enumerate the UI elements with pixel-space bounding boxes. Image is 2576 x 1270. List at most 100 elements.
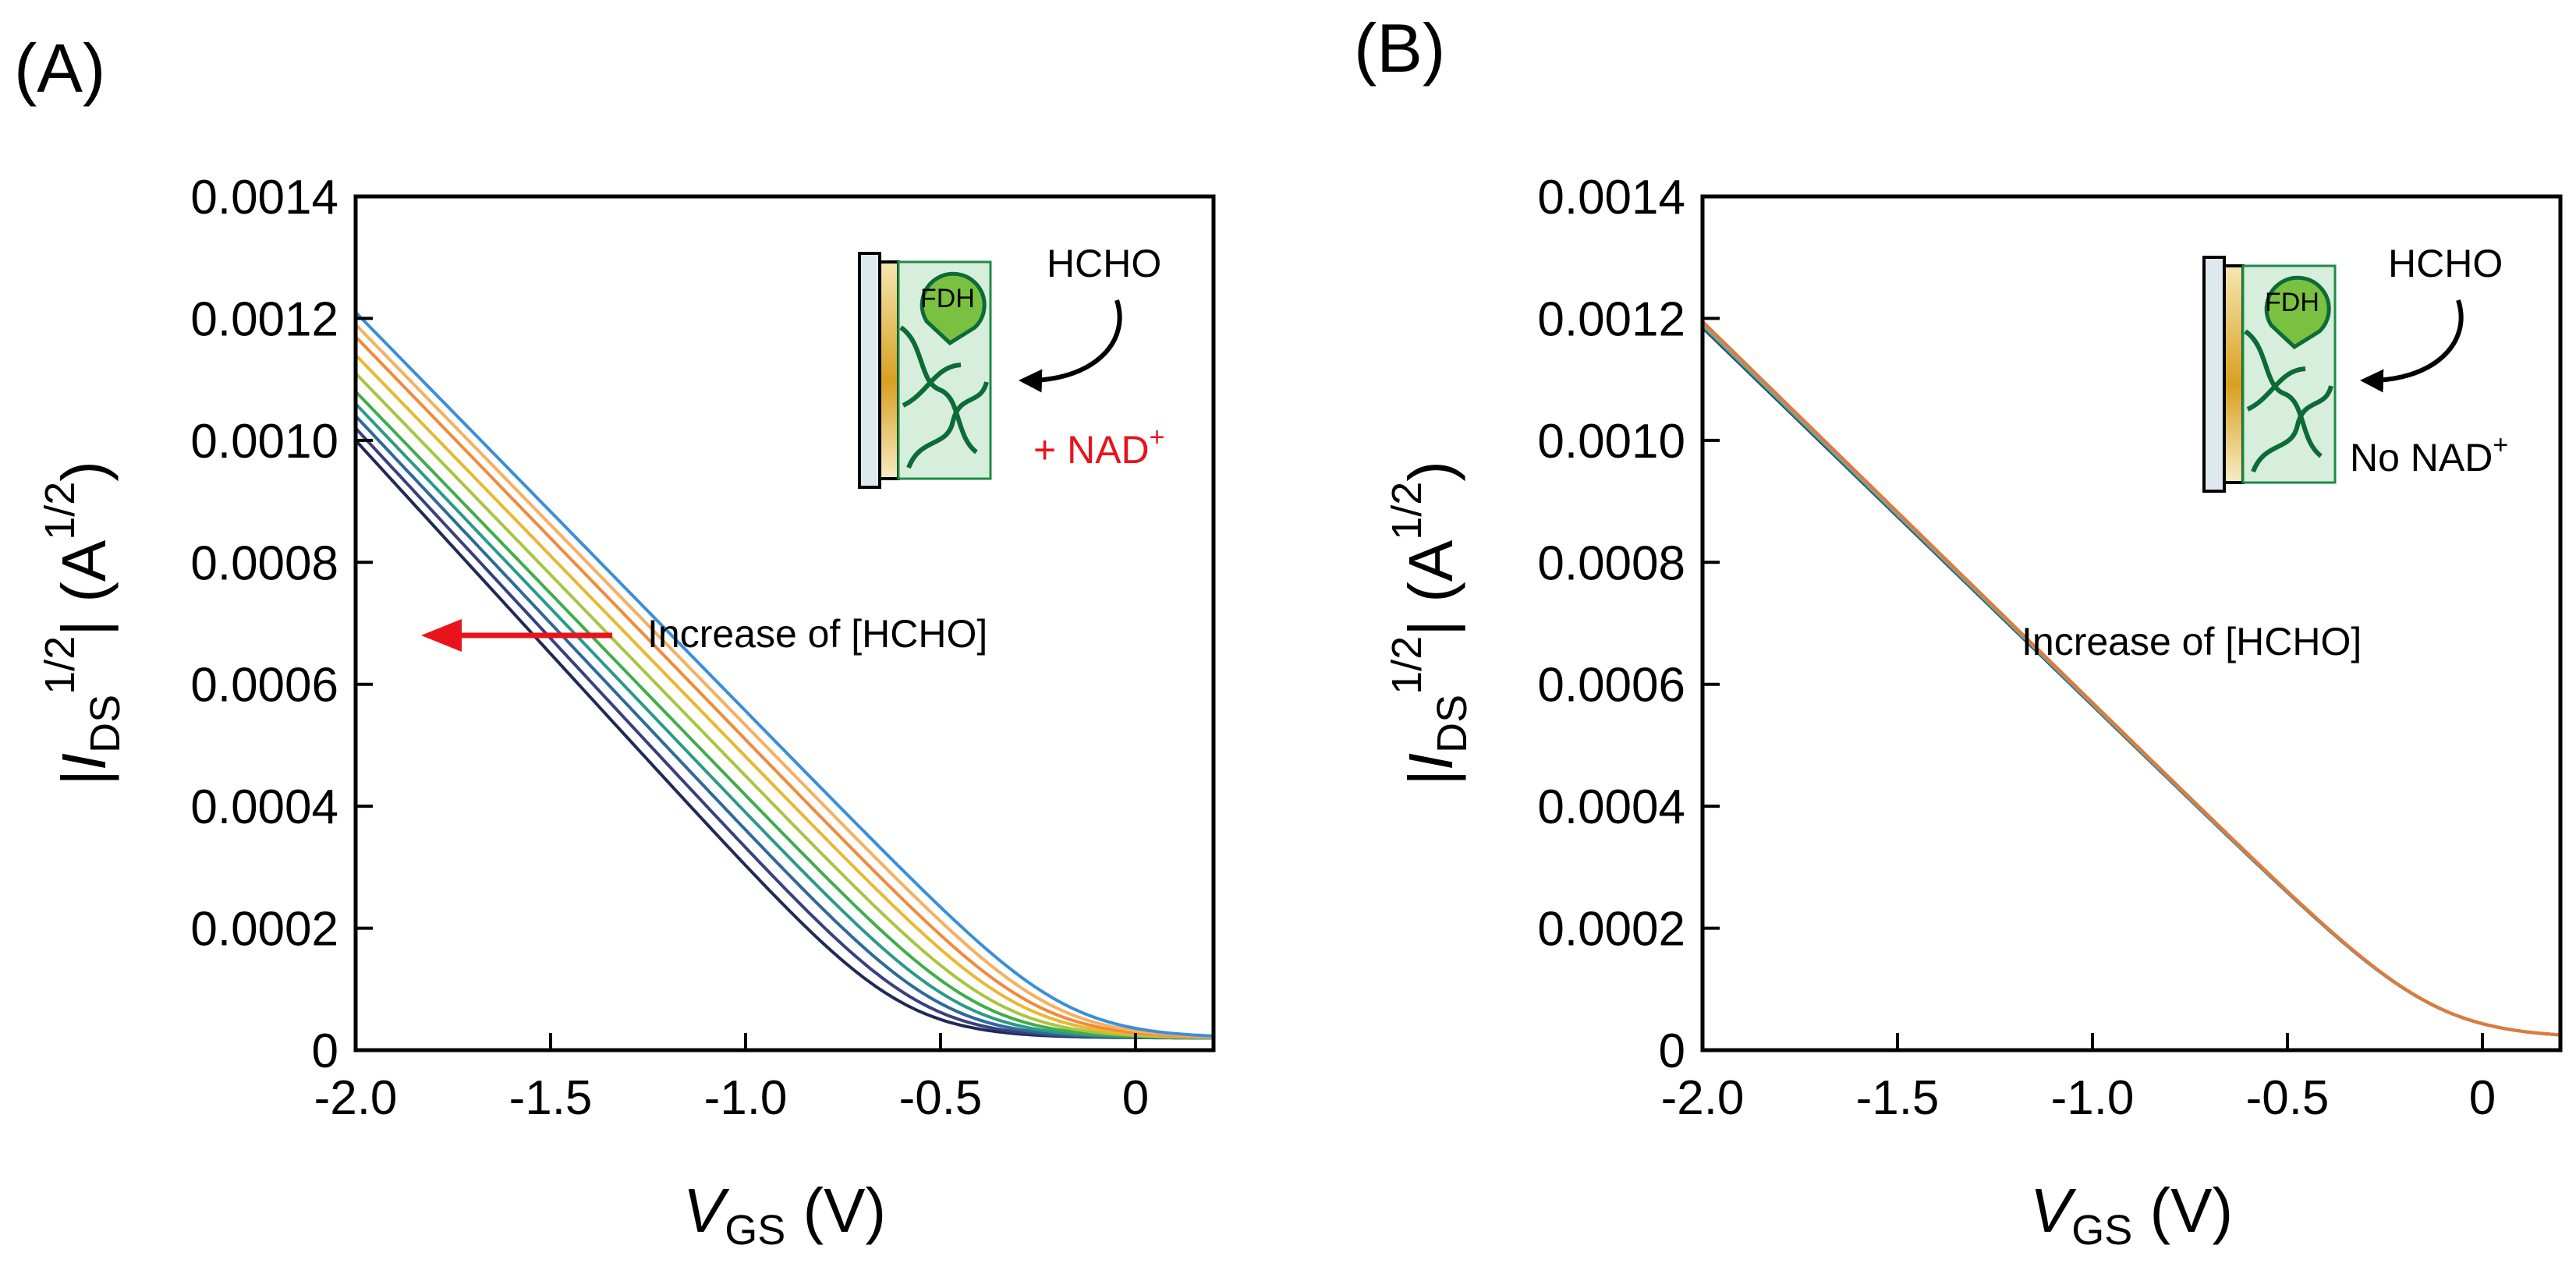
enzyme-label-a: FDH [920, 284, 975, 313]
analyte-label-a: HCHO [1047, 242, 1161, 285]
x-tick-label-b: 0 [2469, 1071, 2496, 1125]
y-label-pre-b: |I [1396, 753, 1466, 787]
series-line-b-0 [1701, 326, 2561, 1037]
y-label-sup2-a: 1/2 [37, 482, 83, 540]
x-tick-label-a: 0 [1122, 1071, 1149, 1125]
series-line-a-2 [354, 415, 1214, 1040]
x-tick-label-b: -1.5 [1856, 1071, 1940, 1125]
gold-electrode-b [2223, 264, 2245, 484]
y-tick-label-a: 0 [312, 1024, 338, 1078]
y-axis-label-b: |IDS1/2| (A1/2) [1384, 461, 1476, 787]
x-label-unit-a: (V) [785, 1176, 886, 1245]
plot-b-xticks: -2.0 -1.5 -1.0 -0.5 0 [1661, 1033, 2496, 1125]
x-label-unit-b: (V) [2132, 1176, 2233, 1245]
substrate-b [2202, 256, 2226, 493]
y-tick-label-a: 0.0010 [190, 415, 338, 469]
x-tick-label-a: -0.5 [899, 1071, 983, 1125]
plot-a-xticks: -2.0 -1.5 -1.0 -0.5 0 [314, 1033, 1149, 1125]
cofactor-sup-b: + [2493, 430, 2508, 460]
cofactor-label-a: + NAD+ [1033, 423, 1165, 472]
series-line-b-4 [1701, 320, 2561, 1037]
polymer-chain-b2 [2251, 385, 2333, 473]
x-label-sub-a: GS [725, 1207, 785, 1254]
device-schematic-a: FDH HCHO + NAD+ [858, 242, 1165, 489]
y-label-sub-b: DS [1429, 695, 1476, 753]
enzyme-pacman-a [919, 271, 987, 346]
panel-a: (A) 0 0.0002 0.0004 0.0006 0.0008 0.0010 0.001… [14, 30, 1216, 1254]
plot-a-yticks: 0 0.0002 0.0004 0.0006 0.0008 0.0010 0.0012 0.0… [190, 171, 373, 1078]
plot-a-frame [353, 194, 1216, 1052]
series-line-a-8 [354, 323, 1214, 1038]
plot-b-frame [1700, 194, 2563, 1052]
y-tick-label-a: 0.0008 [190, 536, 338, 590]
panel-b: (B) 0 0.0002 0.0004 0.0006 0.0008 0.0010 0.001… [1354, 9, 2563, 1254]
x-label-main-a: V [683, 1176, 730, 1245]
y-tick-label-a: 0.0004 [190, 780, 338, 834]
y-tick-label-a: 0.0014 [190, 171, 338, 225]
gold-electrode-a [878, 260, 900, 480]
polymer-chain-b3 [2246, 366, 2306, 412]
polymer-chain-b1 [2244, 329, 2323, 458]
y-label-sup-b: 1/2 [1384, 636, 1430, 695]
x-tick-label-a: -1.0 [704, 1071, 788, 1125]
polymer-chain-a1 [899, 325, 978, 455]
y-label-mid-a: | (A [49, 539, 119, 636]
y-label-post-b: ) [1396, 461, 1465, 482]
y-tick-label-b: 0.0002 [1537, 903, 1685, 957]
y-tick-label-b: 0.0010 [1537, 415, 1685, 469]
series-line-a-3 [354, 402, 1214, 1040]
trend-arrowhead-a [421, 619, 462, 652]
polymer-chain-a2 [906, 381, 989, 469]
y-axis-label-a: |IDS1/2| (A1/2) [37, 461, 129, 787]
series-line-a-1 [354, 426, 1214, 1040]
cofactor-label-b: No NAD+ [2350, 430, 2508, 479]
y-tick-label-b: 0.0006 [1537, 659, 1685, 713]
series-line-b-1 [1701, 324, 2561, 1037]
series-line-a-6 [354, 353, 1214, 1039]
x-tick-label-b: -0.5 [2246, 1071, 2330, 1125]
panel-label-b: (B) [1354, 9, 1445, 87]
series-line-a-0 [354, 439, 1214, 1040]
plot-b-yticks: 0 0.0002 0.0004 0.0006 0.0008 0.0010 0.0012 0.0… [1537, 171, 1720, 1078]
series-line-a-7 [354, 335, 1214, 1038]
analyte-label-b: HCHO [2388, 242, 2503, 285]
enzyme-label-b: FDH [2265, 288, 2319, 317]
trend-label-a: Increase of [HCHO] [647, 612, 987, 656]
x-label-sub-b: GS [2071, 1207, 2132, 1254]
series-line-b-2 [1701, 323, 2561, 1037]
series-line-a-9 [354, 311, 1214, 1038]
plot-b-curves [1701, 320, 2561, 1037]
y-tick-label-b: 0.0012 [1537, 292, 1685, 346]
analyte-arrow-a [1019, 299, 1122, 393]
y-tick-label-b: 0 [1659, 1024, 1685, 1078]
y-label-mid-b: | (A [1396, 539, 1465, 636]
y-label-sup-a: 1/2 [37, 636, 83, 695]
y-tick-label-a: 0.0002 [190, 903, 338, 957]
panel-label-a: (A) [14, 30, 105, 107]
substrate-a [858, 252, 881, 489]
y-tick-label-a: 0.0012 [190, 292, 338, 346]
enzyme-pacman-b [2264, 275, 2331, 350]
cofactor-sup-a: + [1150, 423, 1165, 452]
y-label-post-a: ) [49, 461, 119, 482]
y-label-sup2-b: 1/2 [1384, 482, 1430, 540]
device-schematic-b: FDH HCHO No NAD+ [2202, 242, 2508, 493]
series-line-a-5 [354, 372, 1214, 1039]
x-tick-label-a: -2.0 [314, 1071, 398, 1125]
y-tick-label-b: 0.0014 [1537, 171, 1685, 225]
series-line-a-4 [354, 390, 1214, 1039]
cofactor-prefix-b: No NAD [2350, 436, 2493, 479]
series-line-b-3 [1701, 322, 2561, 1037]
x-axis-label-b: VGS (V) [2030, 1176, 2233, 1254]
plot-a-curves [354, 311, 1214, 1040]
x-tick-label-a: -1.5 [509, 1071, 593, 1125]
x-tick-label-b: -1.0 [2051, 1071, 2135, 1125]
y-tick-label-b: 0.0004 [1537, 780, 1685, 834]
x-label-main-b: V [2030, 1176, 2077, 1245]
x-axis-label-a: VGS (V) [683, 1176, 886, 1254]
cofactor-prefix-a: + NAD [1033, 428, 1150, 472]
x-tick-label-b: -2.0 [1661, 1071, 1745, 1125]
polymer-chain-a3 [902, 363, 962, 408]
y-tick-label-a: 0.0006 [190, 659, 338, 713]
